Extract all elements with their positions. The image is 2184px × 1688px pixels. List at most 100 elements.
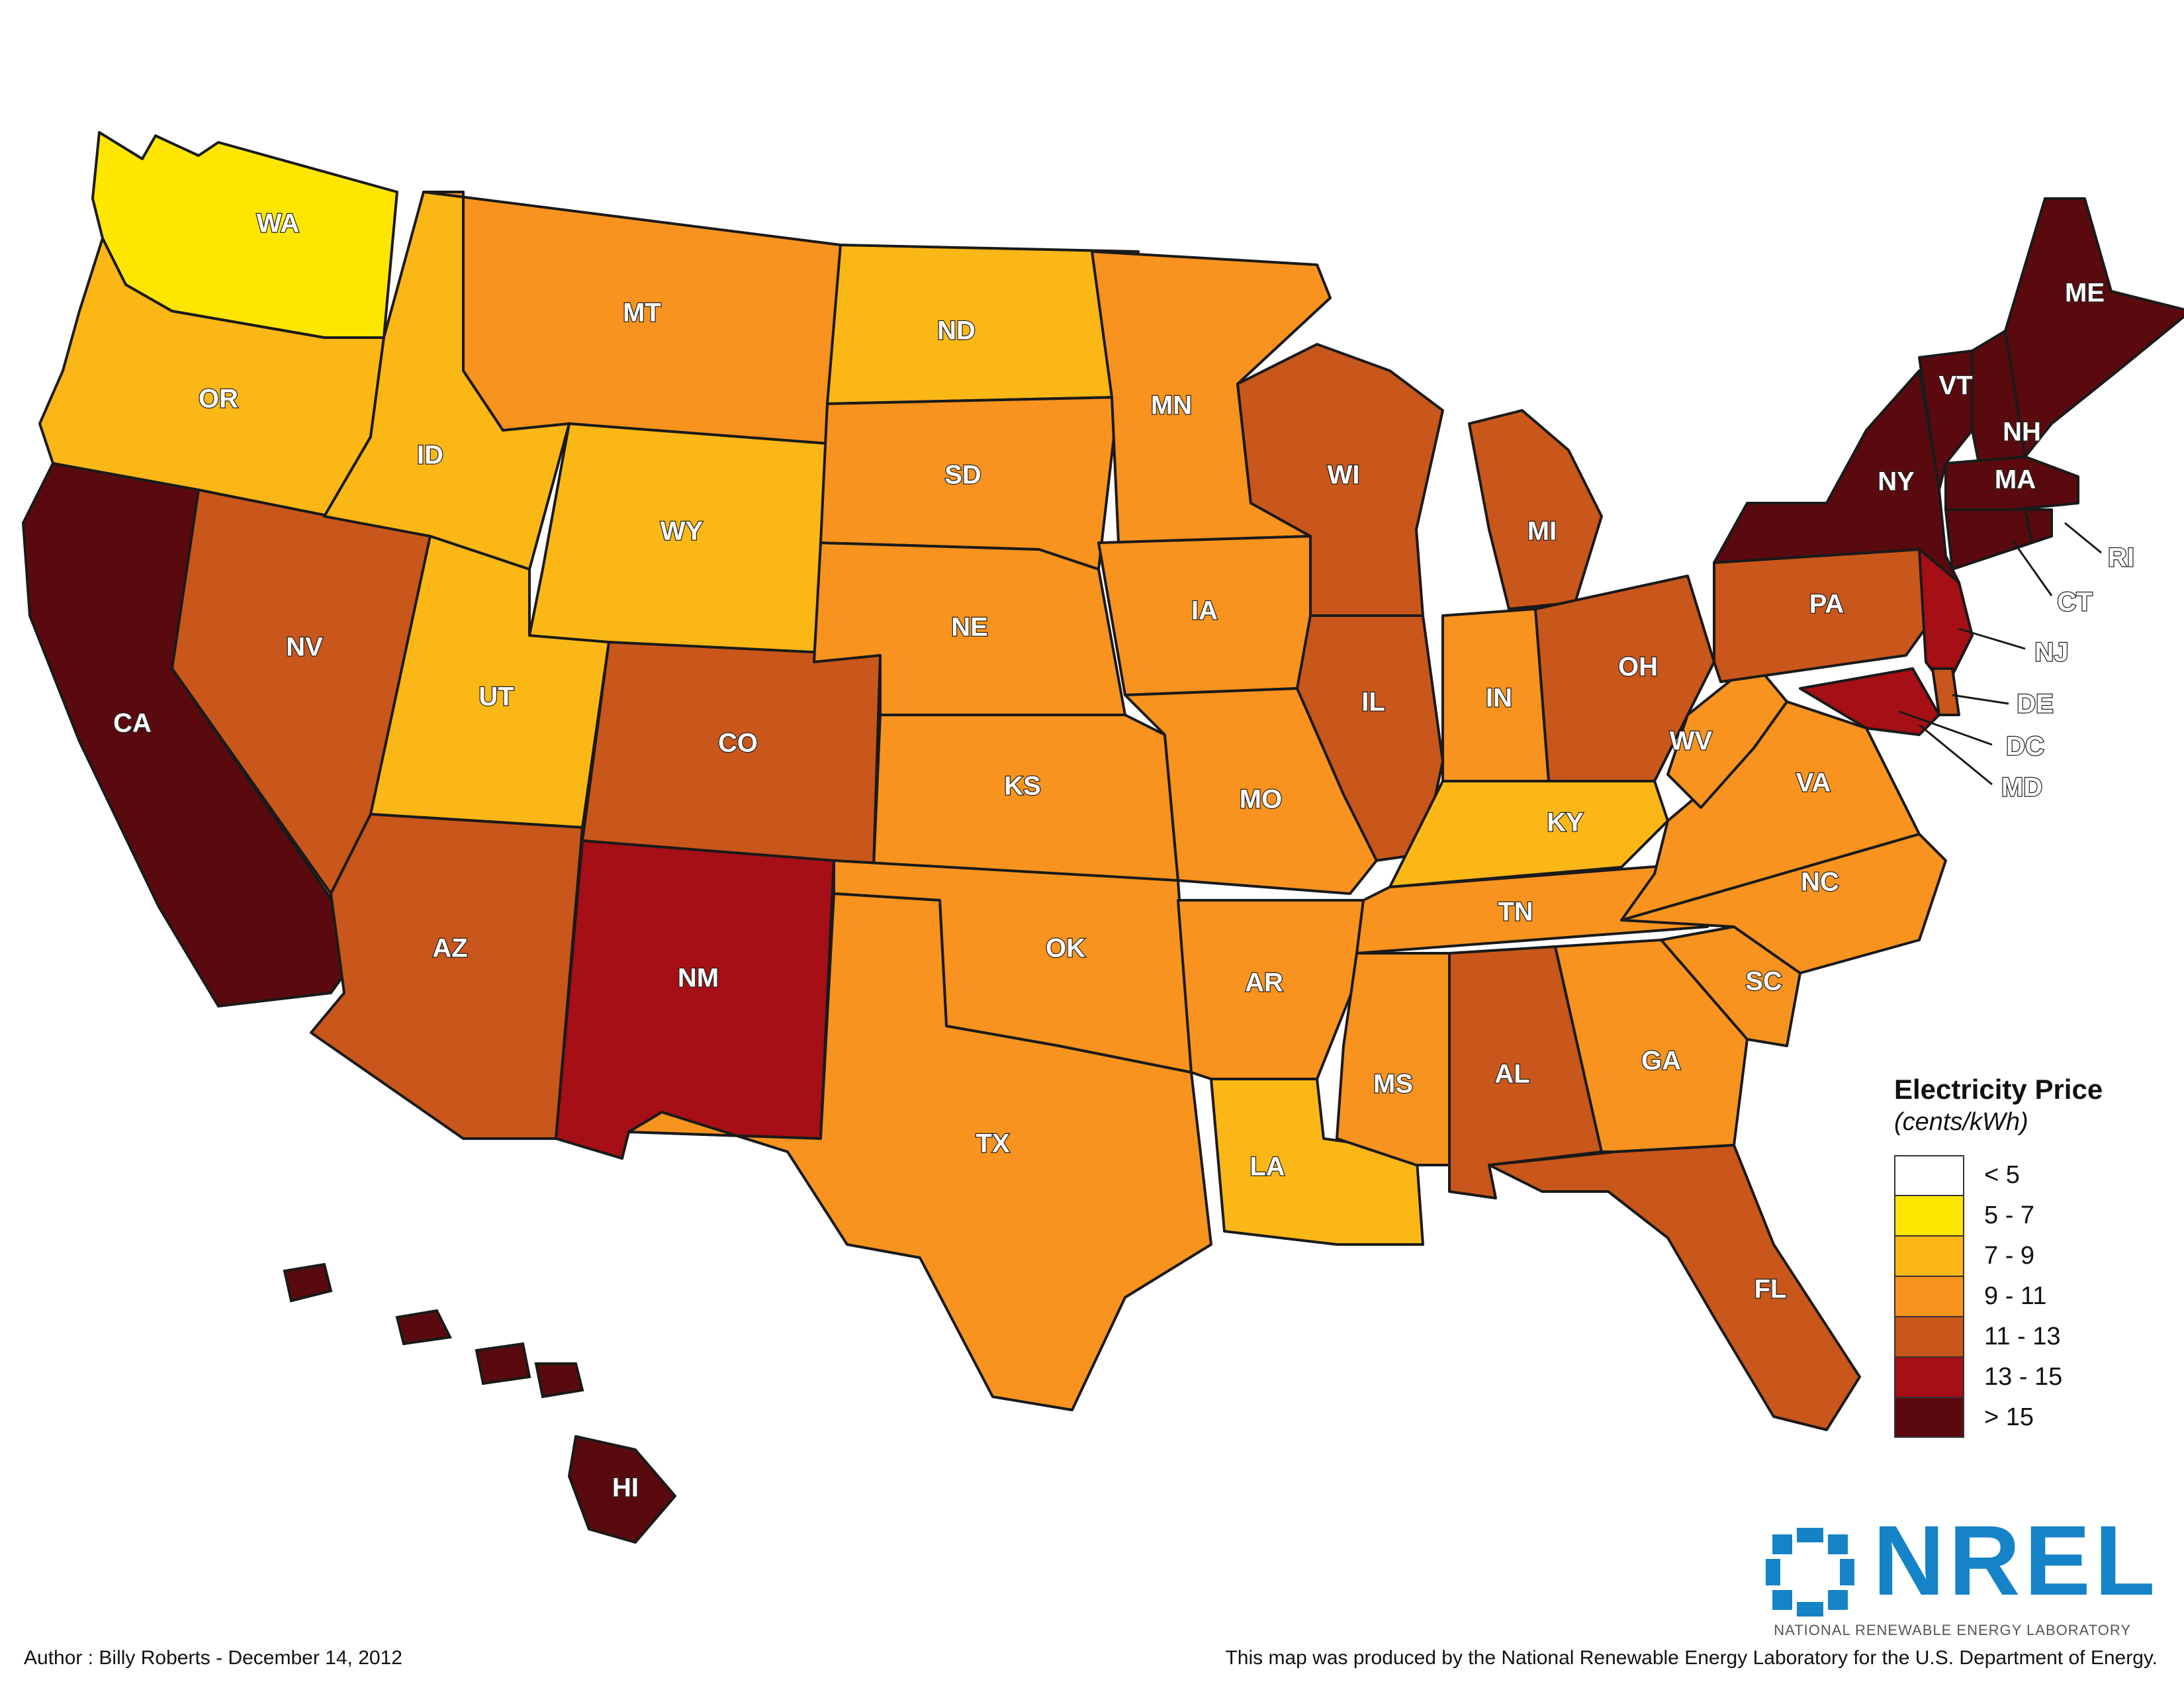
state-ny	[1713, 369, 1960, 584]
legend-swatch	[1894, 1236, 1964, 1276]
callout-line-ct	[2011, 539, 2053, 596]
state-label-id: ID	[417, 441, 443, 470]
state-ct	[1944, 508, 2033, 571]
state-label-ok: OK	[1046, 934, 1085, 963]
state-label-al: AL	[1494, 1060, 1529, 1089]
state-label-mo: MO	[1240, 785, 1282, 814]
legend-title: Electricity Price	[1894, 1074, 2103, 1105]
legend: Electricity Price (cents/kWh) < 5 5 - 7 7 …	[1894, 1074, 2132, 1438]
state-label-ma: MA	[1995, 465, 2036, 494]
legend-swatch	[1894, 1397, 1964, 1438]
state-label-nv: NV	[286, 633, 323, 662]
state-de	[1931, 667, 1960, 716]
state-label-ny: NY	[1878, 467, 1915, 496]
state-la	[1210, 1078, 1424, 1246]
state-label-nj: NJ	[2034, 638, 2068, 667]
state-hi-island	[534, 1362, 584, 1399]
legend-item: 7 - 9	[1894, 1236, 2132, 1276]
state-label-ca: CA	[113, 709, 152, 738]
legend-label: 9 - 11	[1984, 1282, 2047, 1310]
callout-lines-layer	[1899, 522, 2102, 786]
legend-label: < 5	[1984, 1161, 2020, 1189]
callout-line-md	[1919, 724, 1993, 786]
legend-item: 11 - 13	[1894, 1317, 2132, 1357]
state-label-nh: NH	[2003, 418, 2041, 447]
state-label-la: LA	[1250, 1152, 1285, 1182]
legend-rows: < 5 5 - 7 7 - 9 9 - 11 11 - 13 13 - 15 > 15	[1894, 1155, 2132, 1438]
state-label-pa: PA	[1809, 590, 1844, 619]
state-label-dc: DC	[2006, 732, 2044, 761]
logo-wordmark: NREL	[1873, 1505, 2160, 1616]
state-label-ar: AR	[1245, 968, 1283, 998]
states-layer	[22, 131, 2184, 1544]
legend-item: < 5	[1894, 1155, 2132, 1196]
state-az	[310, 813, 584, 1140]
state-label-wy: WY	[660, 517, 704, 546]
state-label-tx: TX	[976, 1129, 1009, 1158]
state-label-mi: MI	[1527, 517, 1557, 546]
legend-item: 5 - 7	[1894, 1196, 2132, 1236]
state-label-sc: SC	[1745, 967, 1782, 996]
state-label-ky: KY	[1547, 808, 1584, 837]
state-mi	[1468, 409, 1603, 610]
nrel-emblem-icon	[1766, 1528, 1854, 1617]
legend-label: > 15	[1984, 1403, 2034, 1431]
state-label-or: OR	[199, 385, 238, 414]
legend-swatch	[1894, 1357, 1964, 1397]
state-tx	[627, 892, 1212, 1411]
state-label-ri: RI	[2108, 543, 2134, 573]
state-label-mn: MN	[1151, 391, 1192, 420]
logo-subtitle: NATIONAL RENEWABLE ENERGY LABORATORY	[1774, 1622, 2131, 1638]
legend-swatch	[1894, 1155, 1964, 1196]
state-ky	[1388, 780, 1669, 888]
state-label-sd: SD	[944, 461, 981, 490]
state-label-ga: GA	[1641, 1047, 1681, 1076]
state-label-in: IN	[1486, 684, 1512, 713]
state-label-vt: VT	[1938, 371, 1972, 400]
state-nm	[555, 839, 835, 1160]
state-label-co: CO	[718, 729, 758, 758]
legend-label: 13 - 15	[1984, 1363, 2063, 1391]
legend-swatch	[1894, 1196, 1964, 1236]
state-md	[1799, 667, 1940, 736]
state-label-oh: OH	[1618, 653, 1658, 682]
state-label-me: ME	[2065, 279, 2105, 308]
state-label-ks: KS	[1004, 772, 1041, 801]
state-hi-island	[395, 1309, 453, 1346]
legend-item: > 15	[1894, 1397, 2132, 1438]
state-hi-island	[283, 1262, 333, 1303]
state-wi	[1236, 343, 1444, 617]
state-label-tn: TN	[1498, 898, 1533, 927]
callout-line-ri	[2064, 522, 2102, 554]
nrel-logo: NREL NATIONAL RENEWABLE ENERGY LABORATOR…	[1760, 1511, 2155, 1638]
state-vt	[1918, 350, 1974, 491]
legend-item: 13 - 15	[1894, 1357, 2132, 1397]
state-label-nd: ND	[937, 316, 976, 346]
state-labels-layer: WA OR CA NV ID MT WY UT AZ CO NM ND SD NE KS OK TX MN IA MO…	[113, 208, 2135, 1503]
state-label-mt: MT	[623, 299, 661, 328]
state-nj	[1918, 548, 1974, 690]
legend-swatch	[1894, 1276, 1964, 1317]
state-sc	[1660, 925, 1801, 1047]
state-me	[2004, 197, 2184, 458]
state-label-il: IL	[1361, 688, 1385, 717]
state-label-va: VA	[1796, 769, 1831, 798]
state-label-ut: UT	[478, 682, 514, 712]
legend-label: 5 - 7	[1984, 1201, 2035, 1229]
legend-subtitle: (cents/kWh)	[1894, 1108, 2028, 1136]
legend-label: 7 - 9	[1984, 1242, 2035, 1270]
state-label-ms: MS	[1373, 1070, 1413, 1099]
state-label-md: MD	[2001, 773, 2042, 802]
state-fl	[1488, 1144, 1861, 1431]
callout-line-de	[1952, 694, 2009, 705]
state-label-ne: NE	[951, 613, 988, 642]
production-credit: This map was produced by the National Re…	[1225, 1647, 2158, 1669]
state-label-hi: HI	[612, 1474, 639, 1503]
state-hi	[568, 1435, 676, 1544]
state-label-de: DE	[2017, 690, 2054, 719]
state-label-wi: WI	[1328, 461, 1360, 490]
state-label-nm: NM	[678, 964, 719, 993]
state-label-nc: NC	[1801, 868, 1839, 897]
state-label-az: AZ	[432, 934, 467, 963]
